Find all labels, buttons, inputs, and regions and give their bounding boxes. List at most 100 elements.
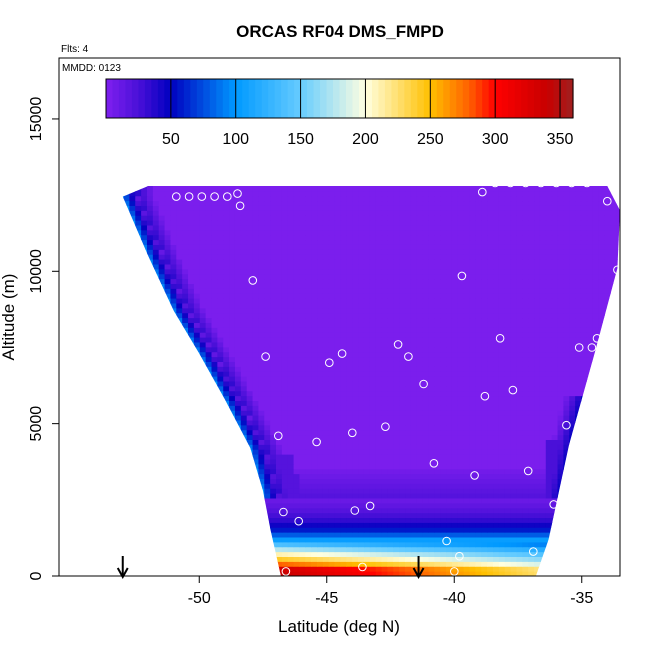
heatmap-cell (510, 332, 517, 338)
heatmap-cell (182, 532, 189, 538)
heatmap-cell (446, 380, 453, 387)
heatmap-cell (393, 512, 400, 518)
heatmap-cell (217, 546, 224, 553)
heatmap-cell (446, 463, 453, 470)
heatmap-cell (422, 356, 429, 362)
heatmap-cell (399, 449, 406, 455)
heatmap-cell (246, 463, 254, 470)
heatmap-cell (375, 424, 383, 431)
heatmap-cell (604, 380, 611, 387)
heatmap-cell (281, 366, 289, 372)
heatmap-cell (610, 444, 617, 450)
heatmap-cell (322, 444, 330, 450)
heatmap-cell (352, 405, 359, 411)
heatmap-cell (563, 546, 570, 553)
heatmap-cell (610, 463, 617, 470)
heatmap-cell (510, 527, 517, 533)
heatmap-cell (522, 371, 529, 377)
heatmap-cell (557, 298, 564, 304)
heatmap-cell (446, 434, 453, 440)
heatmap-cell (545, 512, 553, 518)
heatmap-cell (434, 371, 441, 377)
heatmap-cell (328, 561, 336, 567)
heatmap-cell (557, 332, 564, 338)
heatmap-cell (299, 439, 306, 445)
heatmap-cell (311, 493, 318, 499)
heatmap-cell (616, 498, 621, 504)
heatmap-cell (516, 366, 523, 372)
heatmap-cell (592, 361, 600, 367)
heatmap-cell (123, 517, 130, 523)
heatmap-cell (199, 390, 207, 397)
heatmap-cell (381, 541, 388, 548)
heatmap-cell (211, 468, 218, 475)
heatmap-cell (504, 356, 512, 362)
heatmap-cell (281, 483, 289, 489)
heatmap-cell (141, 395, 148, 401)
heatmap-cell (428, 498, 435, 504)
heatmap-cell (199, 434, 207, 440)
heatmap-cell (135, 395, 142, 401)
heatmap-cell (598, 307, 605, 314)
heatmap-cell (551, 337, 559, 343)
heatmap-cell (510, 541, 517, 548)
heatmap-cell (217, 527, 224, 533)
heatmap-cell (475, 463, 482, 470)
heatmap-cell (252, 439, 259, 445)
heatmap-cell (135, 532, 142, 538)
heatmap-cell (551, 380, 559, 387)
heatmap-cell (317, 395, 324, 401)
heatmap-cell (469, 449, 476, 455)
heatmap-cell (229, 493, 236, 499)
heatmap-cell (317, 400, 324, 406)
heatmap-cell (234, 517, 242, 523)
heatmap-cell (317, 424, 324, 431)
heatmap-cell (457, 522, 465, 528)
heatmap-cell (434, 337, 441, 343)
heatmap-cell (317, 361, 324, 367)
heatmap-cell (434, 380, 441, 387)
heatmap-cell (258, 415, 265, 421)
heatmap-cell (528, 332, 535, 338)
heatmap-cell (405, 298, 412, 304)
heatmap-cell (440, 483, 447, 489)
heatmap-cell (475, 571, 482, 576)
heatmap-cell (322, 390, 330, 397)
heatmap-cell (223, 449, 230, 455)
heatmap-cell (387, 322, 394, 328)
heatmap-cell (534, 376, 541, 382)
heatmap-cell (182, 546, 189, 553)
heatmap-cell (328, 298, 336, 304)
heatmap-cell (122, 322, 125, 328)
heatmap-cell (616, 527, 621, 533)
heatmap-cell (463, 483, 471, 489)
heatmap-cell (258, 488, 265, 494)
heatmap-cell (234, 551, 242, 557)
heatmap-cell (358, 298, 365, 304)
heatmap-cell (199, 449, 207, 455)
heatmap-cell (539, 517, 547, 523)
heatmap-cell (311, 527, 318, 533)
heatmap-cell (510, 463, 517, 470)
heatmap-cell (270, 317, 277, 323)
heatmap-cell (229, 502, 236, 509)
heatmap-cell (510, 468, 517, 475)
heatmap-cell (346, 312, 353, 319)
heatmap-cell (358, 507, 365, 514)
heatmap-cell (205, 361, 212, 367)
heatmap-cell (352, 493, 359, 499)
heatmap-cell (504, 527, 512, 533)
heatmap-cell (575, 419, 582, 426)
heatmap-cell (528, 337, 535, 343)
heatmap-cell (622, 474, 628, 479)
heatmap-cell (604, 546, 611, 553)
heatmap-cell (528, 483, 535, 489)
heatmap-cell (340, 551, 347, 557)
heatmap-cell (369, 341, 377, 348)
heatmap-cell (276, 512, 283, 518)
heatmap-cell (434, 424, 441, 431)
heatmap-cell (223, 551, 230, 557)
heatmap-cell (346, 449, 353, 455)
heatmap-cell (457, 532, 465, 538)
heatmap-cell (410, 419, 418, 426)
